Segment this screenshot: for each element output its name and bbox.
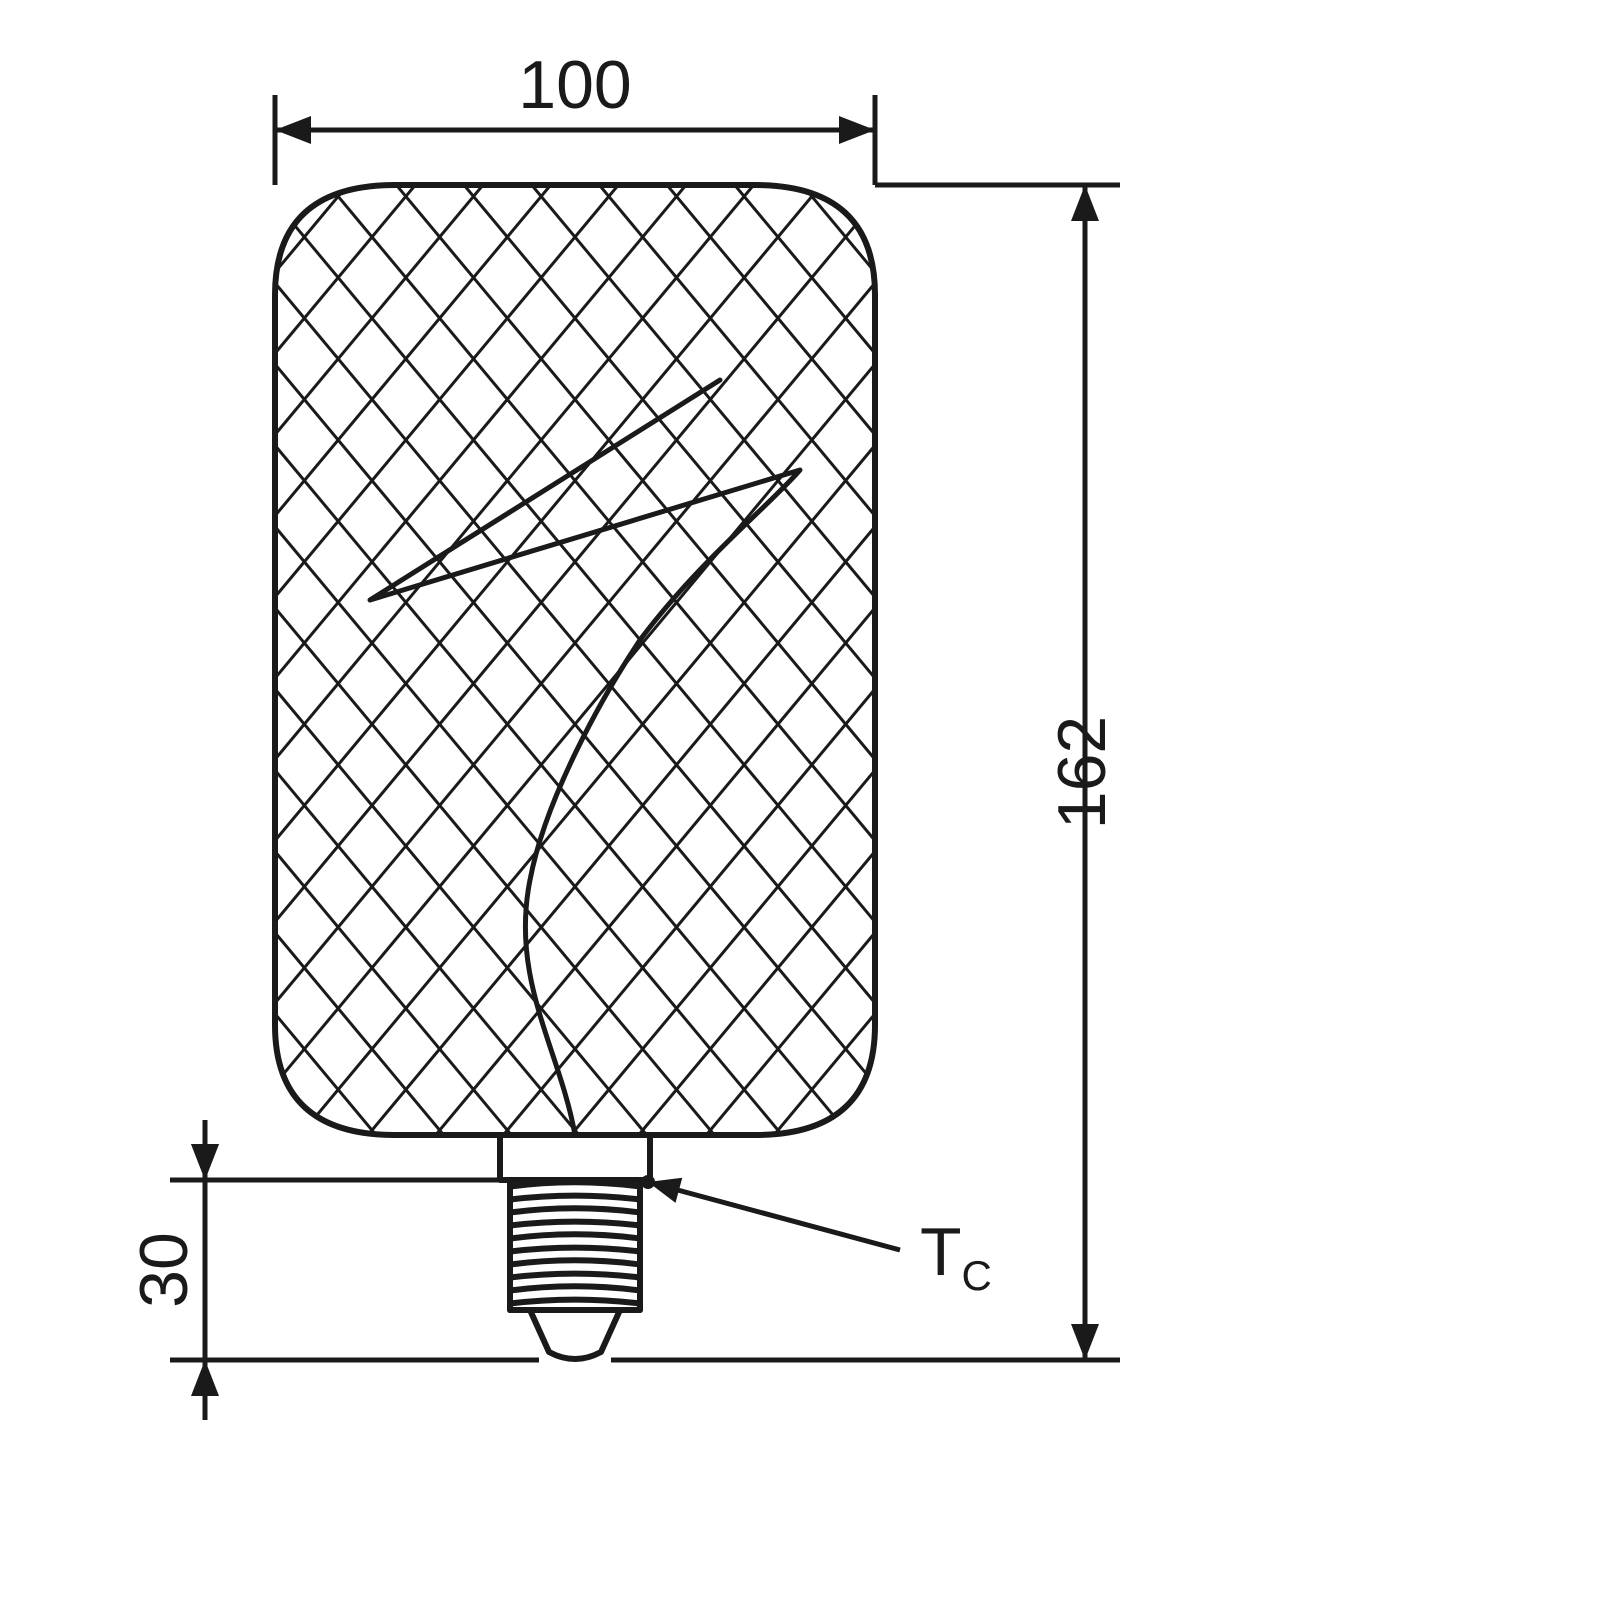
dim-height-label: 162 [1044, 716, 1120, 829]
tc-label: TC [920, 1214, 992, 1299]
dim-base-label: 30 [126, 1232, 202, 1308]
dim-width-label: 100 [518, 47, 631, 123]
screw-base [500, 1135, 650, 1359]
technical-drawing: 100 162 30 TC [0, 0, 1600, 1600]
